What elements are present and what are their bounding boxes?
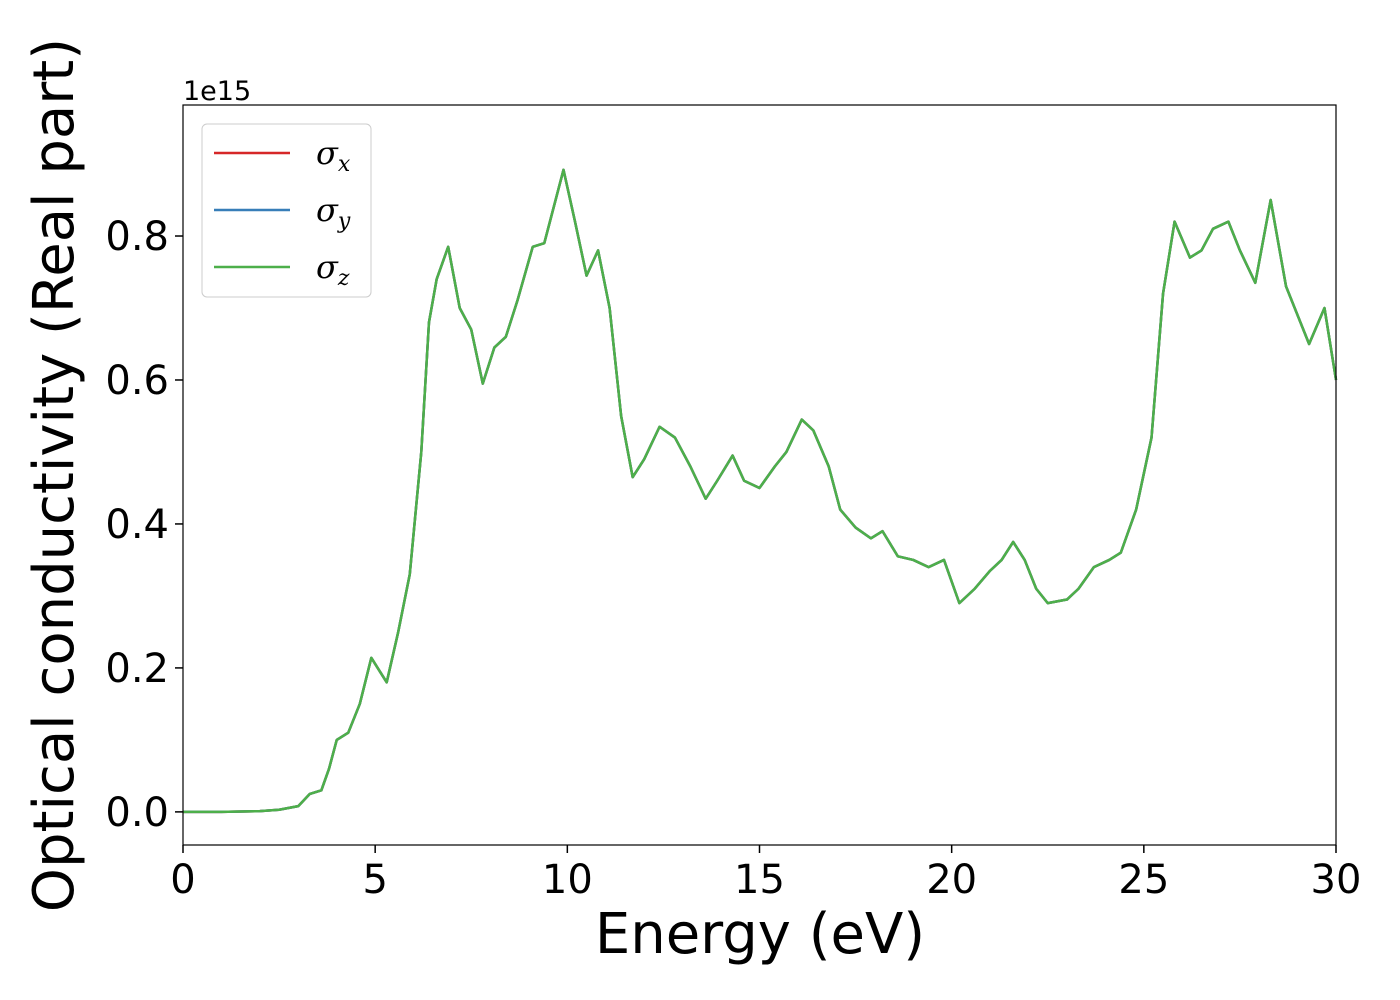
y-tick-label: 0.2 (105, 646, 169, 692)
legend-label: σz (316, 248, 350, 291)
legend-label: σx (316, 134, 351, 177)
x-axis-label: Energy (eV) (595, 902, 925, 967)
y-axis-label: Optical conductivity (Real part) (22, 38, 87, 912)
x-tick-label: 20 (926, 857, 977, 903)
legend: σx σy σz (201, 123, 372, 298)
y-tick-label: 0.6 (105, 358, 169, 404)
y-tick-label: 0.0 (105, 790, 169, 836)
x-tick-label: 25 (1118, 857, 1169, 903)
legend-label: σy (316, 191, 351, 234)
x-tick-label: 15 (734, 857, 785, 903)
x-tick-label: 10 (542, 857, 593, 903)
plot-frame (182, 104, 1337, 846)
y-tick-label: 0.4 (105, 502, 169, 548)
x-tick-label: 5 (362, 857, 387, 903)
x-tick-label: 30 (1311, 857, 1362, 903)
y-tick-label: 0.8 (105, 214, 169, 260)
offset-label: 1e15 (183, 76, 251, 107)
series-line (183, 168, 1338, 814)
x-tick-label: 0 (170, 857, 195, 903)
